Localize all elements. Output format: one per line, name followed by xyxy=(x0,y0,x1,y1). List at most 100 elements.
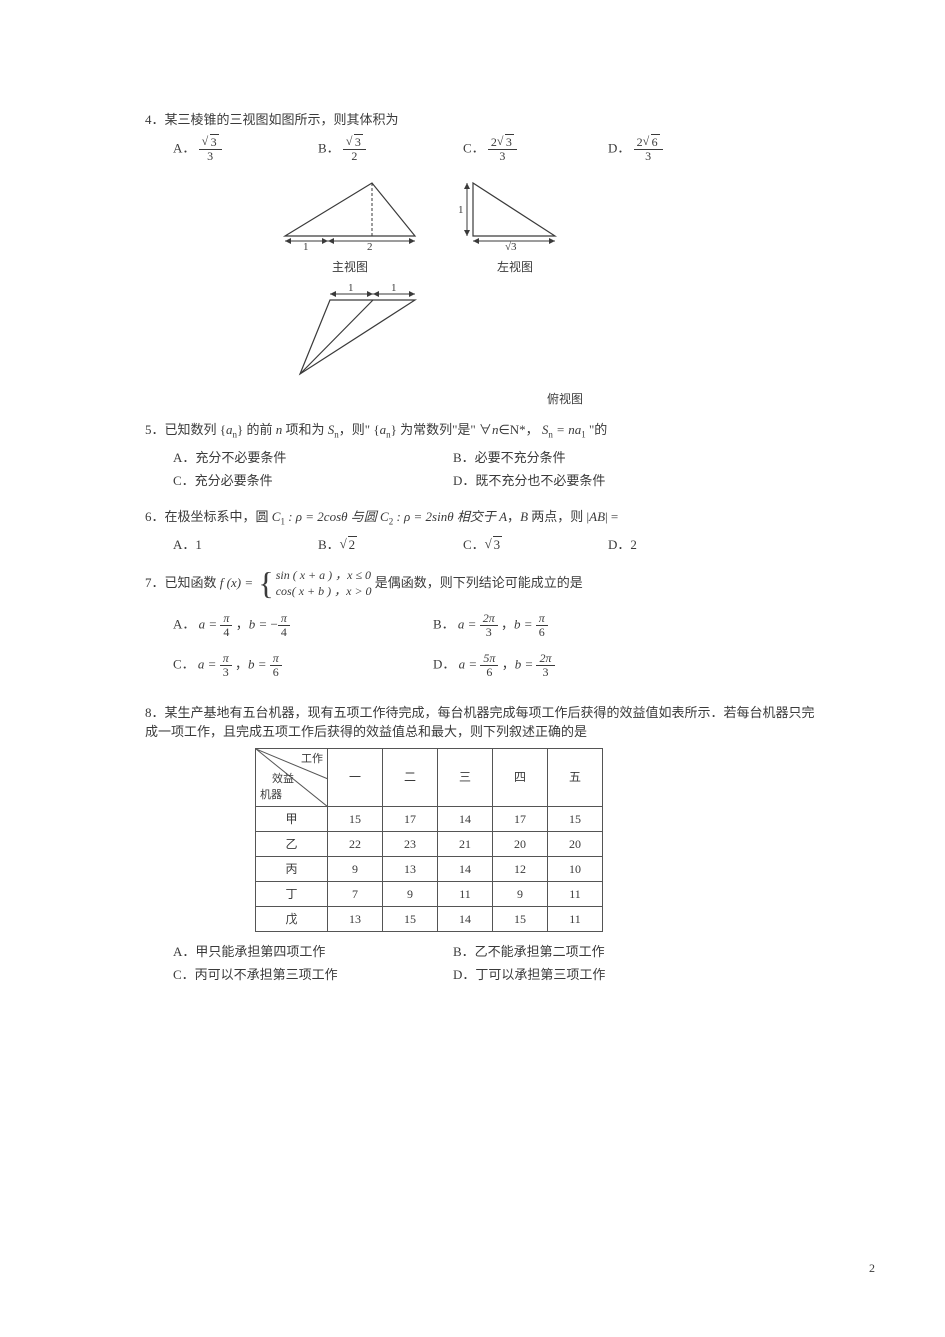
r0-3: 17 xyxy=(493,806,548,831)
piecewise: { sin ( x + a ) ，x ≤ 0 cos( x + b ) ，x >… xyxy=(256,567,371,601)
q5-d: ，则" { xyxy=(339,422,380,437)
q7c-be: b = xyxy=(248,656,270,671)
table-row: 戊1315141511 xyxy=(256,906,603,931)
q6-c: : ρ = 2sinθ 相交于 xyxy=(393,509,499,524)
q7a-ae: a = xyxy=(199,617,221,632)
hdr-mid: 效益 xyxy=(272,771,294,788)
top-view-svg: 1 1 xyxy=(285,282,445,382)
front-view-svg: 1 2 xyxy=(265,171,435,251)
q4-number: 4． xyxy=(145,112,165,127)
q7-opt-c: C． a = π3 ，b = π6 xyxy=(173,652,433,679)
q4-c-num: 3 xyxy=(505,134,514,149)
r4-2: 14 xyxy=(438,906,493,931)
q5-stem: 5．已知数列 {an} 的前 n 项和为 Sn，则" {an} 为常数列"是" … xyxy=(145,420,815,442)
q7c-an: π xyxy=(220,652,232,666)
r1-1: 23 xyxy=(383,831,438,856)
q7a-bp: − xyxy=(270,617,277,632)
r4-l: 戊 xyxy=(256,906,328,931)
q4-b-num: 3 xyxy=(354,134,363,149)
col-1: 一 xyxy=(328,748,383,806)
q7-options: A． a = π4 ，b = −π4 B． a = 2π3 ，b = π6 C．… xyxy=(173,612,815,691)
q6-A: A xyxy=(499,509,507,524)
r2-3: 12 xyxy=(493,856,548,881)
q8-number: 8． xyxy=(145,705,165,720)
q7c-bn: π xyxy=(270,652,282,666)
r1-0: 22 xyxy=(328,831,383,856)
q5-e: } 为常数列"是" ∀ xyxy=(391,422,492,437)
q6-B: B xyxy=(520,509,528,524)
top-view-block: 1 1 俯视图 xyxy=(285,282,815,408)
q6c-l: C． xyxy=(463,537,485,552)
q6-stem: 6．在极坐标系中，圆 C1 : ρ = 2cosθ 与圆 C2 : ρ = 2s… xyxy=(145,507,815,529)
q5-a: 已知数列 { xyxy=(165,422,227,437)
question-5: 5．已知数列 {an} 的前 n 项和为 Sn，则" {an} 为常数列"是" … xyxy=(145,420,815,495)
top-dim-1: 1 xyxy=(348,282,354,294)
q6a-l: A． xyxy=(173,537,195,552)
q6b-l: B． xyxy=(318,537,340,552)
q7b-bn: π xyxy=(536,612,548,626)
side-view-block: 1 √3 左视图 xyxy=(455,171,575,277)
top-dim-2: 1 xyxy=(391,282,397,294)
r2-2: 14 xyxy=(438,856,493,881)
q4-stem: 4．某三棱锥的三视图如图所示，则其体积为 xyxy=(145,110,815,130)
r0-1: 17 xyxy=(383,806,438,831)
q5-options: A．充分不必要条件 B．必要不充分条件 C．充分必要条件 D．既不充分也不必要条… xyxy=(173,448,815,495)
r1-2: 21 xyxy=(438,831,493,856)
q4-opt-b-label: B． xyxy=(318,140,340,155)
r0-4: 15 xyxy=(548,806,603,831)
hdr-bot: 机器 xyxy=(260,787,282,804)
q8-text: 某生产基地有五台机器，现有五项工作待完成，每台机器完成每项工作后获得的效益值如表… xyxy=(145,705,815,740)
brace-icon: { xyxy=(258,567,273,599)
q7-fx: f (x) = xyxy=(220,574,257,589)
table-corner-cell: 工作 效益 机器 xyxy=(256,748,328,806)
r3-3: 9 xyxy=(493,881,548,906)
q8-opt-b: B．乙不能承担第二项工作 xyxy=(453,942,733,962)
r3-2: 11 xyxy=(438,881,493,906)
table-row: 甲1517141715 xyxy=(256,806,603,831)
q4-opt-c-label: C． xyxy=(463,140,485,155)
q7-number: 7． xyxy=(145,574,165,589)
q5-opt-b: B．必要不充分条件 xyxy=(453,448,733,468)
q4-opt-c: C． 233 xyxy=(463,136,608,163)
r3-1: 9 xyxy=(383,881,438,906)
q8-table: 工作 效益 机器 一 二 三 四 五 甲1517141715 乙22232120… xyxy=(255,748,603,932)
q6-d: ， xyxy=(507,509,520,524)
q7-case2: cos( x + b ) ，x > 0 xyxy=(276,583,372,600)
q6-opt-d: D．2 xyxy=(608,535,753,555)
q5-opt-d: D．既不充分也不必要条件 xyxy=(453,471,733,491)
q5-eq: = n xyxy=(553,422,575,437)
q4-diagrams: 1 2 主视图 1 √3 左视图 xyxy=(265,171,815,408)
q7c-l: C． xyxy=(173,656,195,671)
r4-4: 11 xyxy=(548,906,603,931)
r2-1: 13 xyxy=(383,856,438,881)
q6-b: : ρ = 2cosθ 与圆 xyxy=(285,509,380,524)
q4-opt-a-label: A． xyxy=(173,140,195,155)
q7b-bd: 6 xyxy=(536,626,548,639)
dim-2: 2 xyxy=(367,241,373,251)
q6-a: 在极坐标系中，圆 xyxy=(165,509,272,524)
table-header-row: 工作 效益 机器 一 二 三 四 五 xyxy=(256,748,603,806)
q8-opt-c: C．丙可以不承担第三项工作 xyxy=(173,965,453,985)
q6-opt-b: B．2 xyxy=(318,535,463,555)
q7c-bd: 6 xyxy=(270,666,282,679)
q7d-bn: 2π xyxy=(536,652,554,666)
q7c-ae: a = xyxy=(198,656,220,671)
col-2: 二 xyxy=(383,748,438,806)
page-number: 2 xyxy=(869,1259,875,1277)
q7d-l: D． xyxy=(433,656,455,671)
q7a-ad: 4 xyxy=(220,626,232,639)
q7d-be: b = xyxy=(515,656,537,671)
q4-opt-b: B． 32 xyxy=(318,136,463,163)
q6a-v: 1 xyxy=(195,537,202,552)
col-4: 四 xyxy=(493,748,548,806)
r4-0: 13 xyxy=(328,906,383,931)
r0-l: 甲 xyxy=(256,806,328,831)
q7b-ae: a = xyxy=(458,617,480,632)
q7-opt-a: A． a = π4 ，b = −π4 xyxy=(173,612,433,639)
q7b-ad: 3 xyxy=(480,626,498,639)
front-label: 主视图 xyxy=(265,258,435,276)
question-8: 8．某生产基地有五台机器，现有五项工作待完成，每台机器完成每项工作后获得的效益值… xyxy=(145,703,815,989)
q7d-ad: 6 xyxy=(480,666,498,679)
q7-opt-b: B． a = 2π3 ，b = π6 xyxy=(433,612,693,639)
q8-opt-d: D．丁可以承担第三项工作 xyxy=(453,965,733,985)
